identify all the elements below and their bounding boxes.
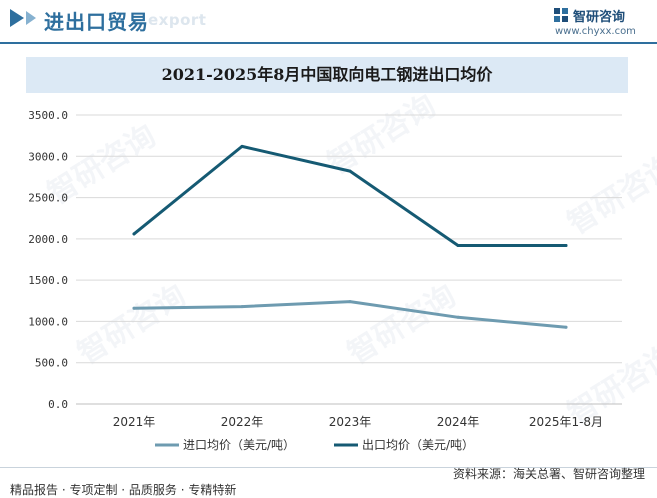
series — [132, 144, 568, 329]
line-chart: 0.0 500.0 1000.0 1500.0 2000.0 2500.0 3000.0 35… — [28, 109, 622, 452]
y-axis-ticks: 0.0 500.0 1000.0 1500.0 2000.0 2500.0 3000.0 35… — [28, 109, 68, 411]
data-point — [564, 243, 568, 247]
data-point — [240, 144, 244, 148]
x-tick-label: 2023年 — [329, 415, 372, 429]
header: 进出口贸易 export 智研咨询 www.chyxx.com — [0, 0, 657, 42]
y-tick-label: 500.0 — [35, 357, 68, 370]
header-arrow-icon — [10, 9, 24, 27]
data-point — [132, 232, 136, 236]
header-arrow-icon-secondary — [26, 11, 36, 25]
data-point — [348, 169, 352, 173]
x-tick-label: 2021年 — [113, 415, 156, 429]
brand-logo-icon — [554, 8, 568, 22]
section-title: 进出口贸易 — [44, 10, 149, 34]
y-tick-label: 2000.0 — [28, 233, 68, 246]
data-point — [348, 300, 352, 304]
series-line-import — [132, 300, 568, 329]
data-point — [132, 306, 136, 310]
y-tick-label: 3000.0 — [28, 150, 68, 163]
chart-title: 2021-2025年8月中国取向电工钢进出口均价 — [161, 65, 493, 84]
data-point — [240, 305, 244, 309]
header-divider — [0, 42, 657, 44]
grid — [76, 114, 622, 405]
legend-label: 出口均价（美元/吨） — [362, 438, 474, 452]
data-point — [456, 315, 460, 319]
brand-url: www.chyxx.com — [555, 26, 636, 37]
y-tick-label: 1500.0 — [28, 274, 68, 287]
brand-name: 智研咨询 — [573, 10, 626, 25]
x-axis-ticks: 2021年 2022年 2023年 2024年 2025年1-8月 — [113, 415, 603, 429]
series-line-export — [132, 144, 568, 247]
brand: 智研咨询 www.chyxx.com — [553, 6, 643, 40]
data-source: 资料来源：海关总署、智研咨询整理 — [452, 467, 645, 481]
x-tick-label: 2024年 — [437, 415, 480, 429]
y-tick-label: 1000.0 — [28, 315, 68, 328]
x-tick-label: 2022年 — [221, 415, 264, 429]
data-point — [564, 325, 568, 329]
footer-divider — [0, 467, 657, 468]
y-tick-label: 2500.0 — [28, 192, 68, 205]
data-point — [456, 243, 460, 247]
section-ghost-text: export — [148, 11, 207, 29]
y-tick-label: 0.0 — [48, 398, 68, 411]
y-tick-label: 3500.0 — [28, 109, 68, 122]
service-tagline: 精品报告 · 专项定制 · 品质服务 · 专精特新 — [10, 483, 237, 497]
x-tick-label: 2025年1-8月 — [529, 415, 603, 429]
chart-title-band: 2021-2025年8月中国取向电工钢进出口均价 — [26, 57, 628, 93]
legend: 进口均价（美元/吨） 出口均价（美元/吨） — [155, 438, 474, 452]
legend-label: 进口均价（美元/吨） — [183, 438, 295, 452]
